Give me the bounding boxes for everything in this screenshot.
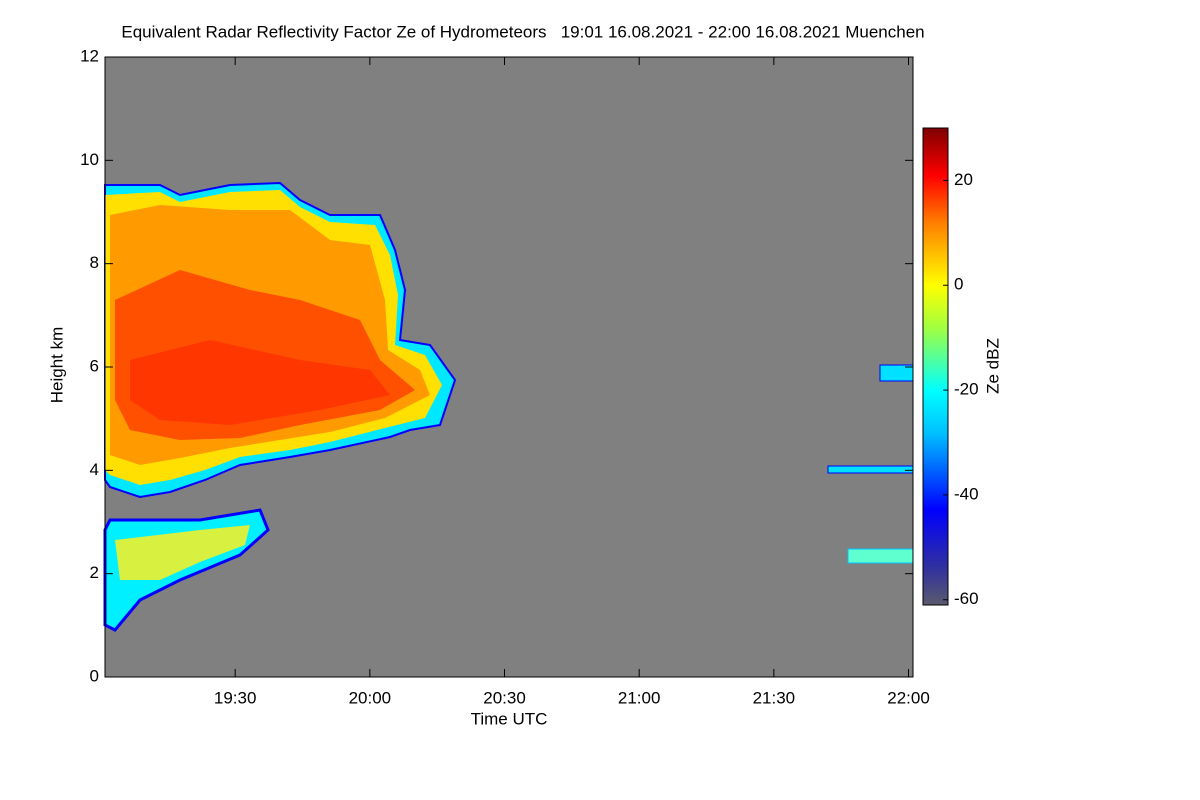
y-tick-label: 6: [90, 356, 99, 375]
y-axis-label: Height km: [47, 327, 66, 404]
colorbar: [922, 127, 949, 606]
colorbar-tick-label: -60: [954, 589, 979, 608]
x-tick-label: 19:30: [214, 688, 257, 707]
x-tick-label: 20:30: [483, 688, 526, 707]
x-tick-label: 21:00: [618, 688, 661, 707]
x-axis-label: Time UTC: [471, 709, 548, 728]
colorbar-tick-label: 0: [954, 275, 963, 294]
colorbar-tick-label: -20: [954, 380, 979, 399]
echo-lower-yellow: [115, 525, 250, 580]
echo-small: [827, 465, 914, 474]
y-tick-label: 2: [90, 563, 99, 582]
y-tick-label: 0: [90, 666, 99, 685]
echo-small: [847, 548, 914, 564]
colorbar-label: Ze dBZ: [983, 338, 1002, 394]
y-tick-label: 12: [80, 46, 99, 65]
echoes: [103, 181, 914, 632]
x-tick-label: 22:00: [887, 688, 930, 707]
y-tick-label: 4: [90, 460, 99, 479]
y-tick-label: 8: [90, 253, 99, 272]
y-tick-label: 10: [80, 150, 99, 169]
colorbar-tick-label: 20: [954, 170, 973, 189]
colorbar-tick-label: -40: [954, 484, 979, 503]
x-tick-label: 20:00: [349, 688, 392, 707]
chart-title: Equivalent Radar Reflectivity Factor Ze …: [121, 22, 924, 41]
x-tick-label: 21:30: [753, 688, 796, 707]
echo-upper-core: [130, 340, 390, 425]
